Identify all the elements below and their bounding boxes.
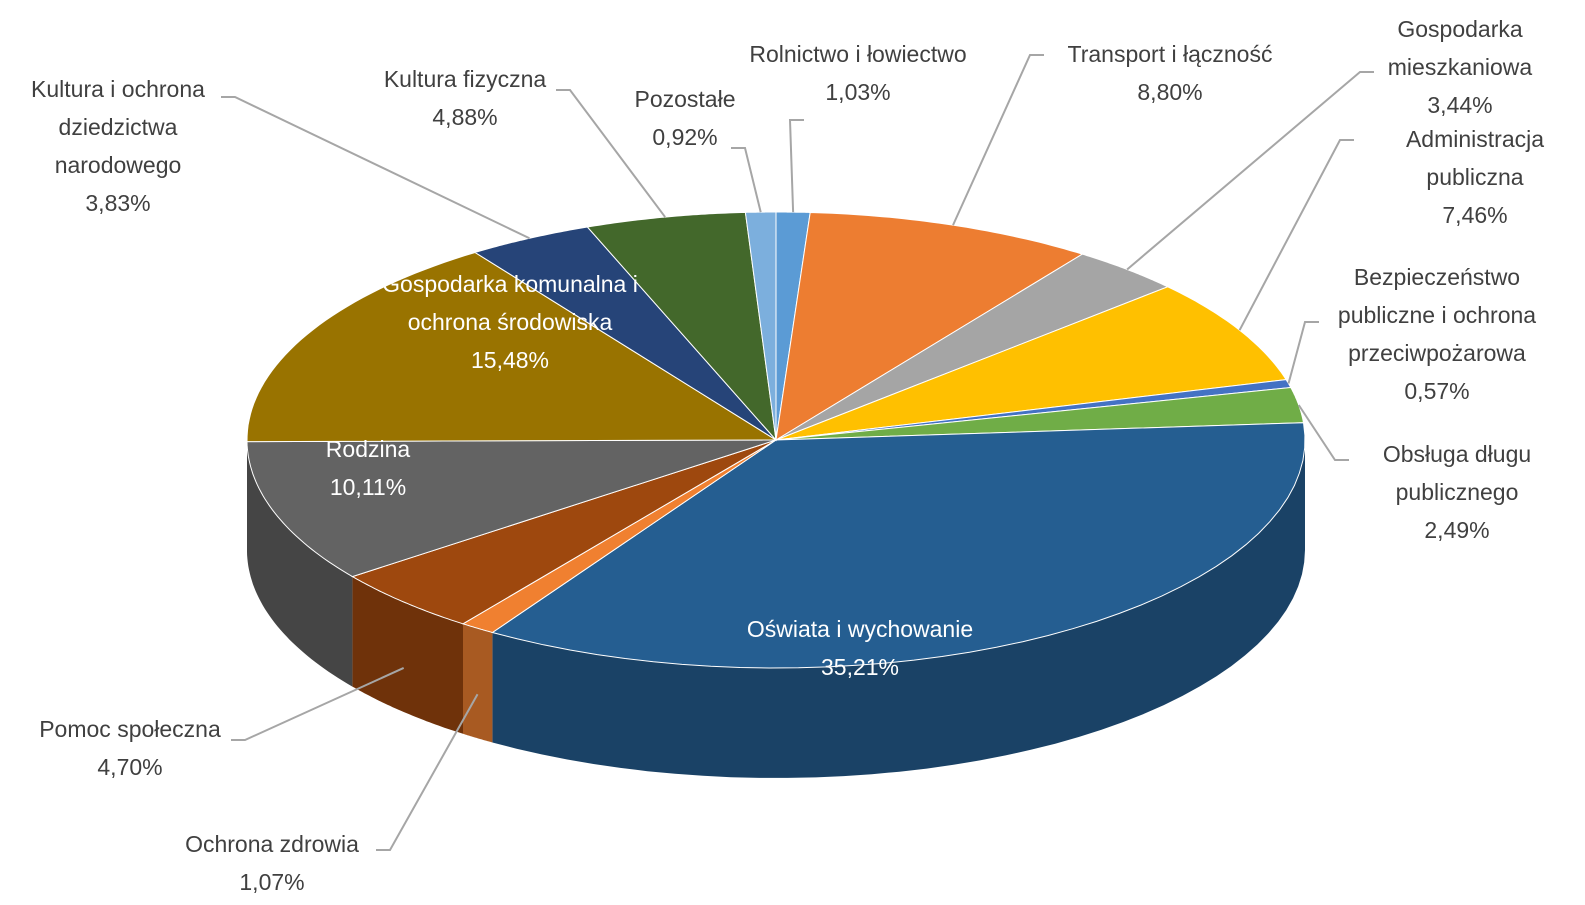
- data-label: Pozostałe 0,92%: [615, 80, 755, 156]
- leader-line: [1126, 71, 1374, 271]
- label-value: 4,70%: [97, 754, 163, 780]
- data-label: Transport i łączność 8,80%: [1030, 35, 1310, 111]
- label-value: 10,11%: [329, 474, 407, 500]
- data-label: Administracja publiczna 7,46%: [1380, 120, 1570, 234]
- label-value: 3,44%: [1427, 92, 1493, 118]
- label-name: Ochrona zdrowia: [185, 831, 359, 857]
- label-value: 7,46%: [1442, 202, 1508, 228]
- label-name: Oświata i wychowanie: [746, 616, 974, 642]
- leader-line: [231, 667, 405, 741]
- label-value: 35,21%: [820, 654, 899, 680]
- label-value: 4,88%: [432, 104, 498, 130]
- label-name: Obsługa długu publicznego: [1382, 441, 1532, 505]
- label-name: Gospodarka komunalna i ochrona środowisk…: [382, 271, 638, 335]
- label-name: Kultura i ochrona dziedzictwa narodowego: [31, 76, 205, 178]
- data-label: Gospodarka komunalna i ochrona środowisk…: [365, 265, 655, 379]
- label-name: Rolnictwo i łowiectwo: [749, 41, 967, 67]
- label-name: Pomoc społeczna: [39, 716, 221, 742]
- label-value: 0,57%: [1404, 378, 1470, 404]
- leader-line: [221, 96, 530, 240]
- data-label: Oświata i wychowanie 35,21%: [680, 610, 1040, 686]
- slice: [461, 439, 777, 634]
- slice: [473, 226, 777, 441]
- label-value: 15,48%: [470, 347, 549, 373]
- label-value: 8,80%: [1137, 79, 1203, 105]
- slice: [351, 439, 777, 625]
- slice: [744, 211, 777, 441]
- slice: [775, 253, 1169, 441]
- leader-line: [1297, 404, 1349, 461]
- slice: [491, 422, 1306, 669]
- label-name: Transport i łączność: [1067, 41, 1273, 67]
- data-label: Bezpieczeństwo publiczne i ochrona przec…: [1312, 258, 1562, 410]
- slice: [775, 286, 1287, 441]
- leader-line: [376, 693, 479, 851]
- label-name: Gospodarka mieszkaniowa: [1387, 16, 1533, 80]
- data-label: Kultura fizyczna 4,88%: [355, 60, 575, 136]
- label-name: Bezpieczeństwo publiczne i ochrona przec…: [1337, 264, 1537, 366]
- label-value: 0,92%: [652, 124, 718, 150]
- label-name: Rodzina: [325, 436, 411, 462]
- slice: [246, 251, 778, 443]
- data-label: Obsługa długu publicznego 2,49%: [1347, 435, 1567, 549]
- leader-line: [1238, 139, 1354, 331]
- data-label: Rolnictwo i łowiectwo 1,03%: [708, 35, 1008, 111]
- label-value: 2,49%: [1424, 517, 1490, 543]
- leader-line: [952, 54, 1044, 226]
- slice-side: [352, 576, 463, 734]
- label-name: Pozostałe: [634, 86, 736, 112]
- leader-line: [788, 119, 804, 213]
- leader-line: [731, 147, 762, 213]
- leader-line: [556, 89, 666, 218]
- label-value: 1,03%: [825, 79, 891, 105]
- slice: [246, 439, 777, 578]
- slice: [586, 211, 777, 442]
- label-name: Administracja publiczna: [1405, 126, 1545, 190]
- label-value: 1,07%: [239, 869, 305, 895]
- data-label: Ochrona zdrowia 1,07%: [147, 825, 397, 901]
- slice-side: [247, 441, 353, 687]
- label-value: 3,83%: [85, 190, 151, 216]
- slice-side: [463, 623, 493, 743]
- data-label: Kultura i ochrona dziedzictwa narodowego…: [3, 70, 233, 222]
- data-label: Gospodarka mieszkaniowa 3,44%: [1360, 10, 1560, 124]
- data-label: Pomoc społeczna 4,70%: [10, 710, 250, 786]
- leader-line: [1287, 321, 1319, 384]
- slice-side: [492, 440, 1305, 778]
- data-label: Rodzina 10,11%: [268, 430, 468, 506]
- label-name: Kultura fizyczna: [383, 66, 547, 92]
